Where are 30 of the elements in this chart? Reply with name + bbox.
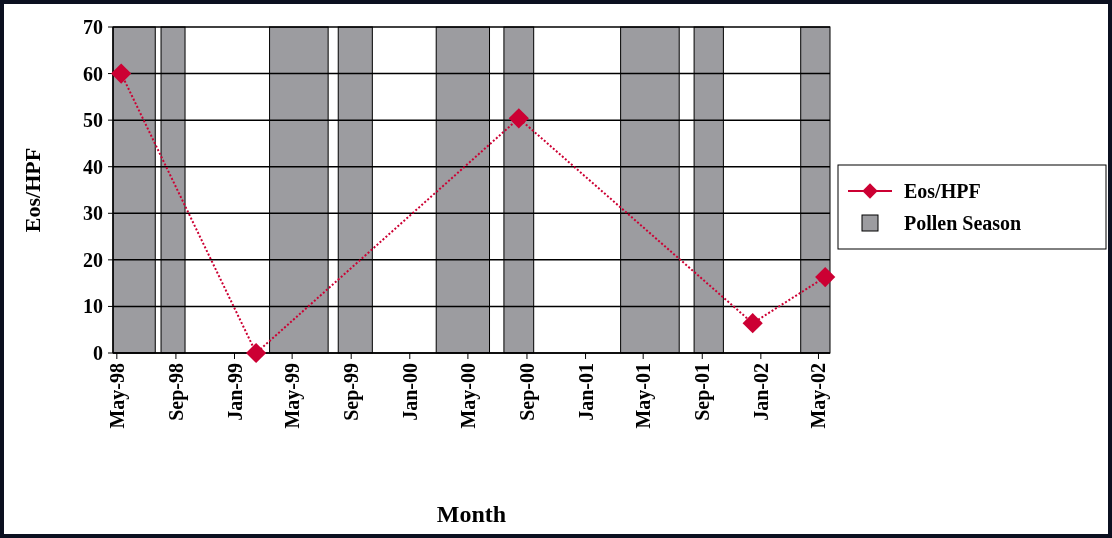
y-tick-label: 40 bbox=[83, 155, 103, 178]
x-tick-label: May-01 bbox=[632, 363, 656, 429]
x-tick-label: May-02 bbox=[807, 363, 831, 429]
x-tick-label: Sep-99 bbox=[340, 363, 364, 421]
y-tick-label: 30 bbox=[83, 202, 103, 225]
y-axis-title: Eos/HPF bbox=[20, 147, 45, 233]
x-tick-label: Sep-98 bbox=[164, 363, 188, 421]
x-tick-label: Jan-00 bbox=[398, 363, 421, 421]
y-tick-label: 70 bbox=[83, 16, 103, 38]
y-tick-label: 20 bbox=[83, 248, 103, 271]
x-tick-label: May-98 bbox=[105, 363, 129, 429]
x-tick-label: Jan-01 bbox=[574, 363, 597, 421]
point bbox=[742, 313, 763, 334]
point bbox=[508, 108, 529, 129]
x-tick-label: Jan-02 bbox=[749, 363, 772, 421]
legend-label: Eos/HPF bbox=[904, 180, 981, 202]
y-tick-label: 60 bbox=[83, 62, 103, 85]
point bbox=[815, 266, 836, 288]
y-tick-label: 0 bbox=[93, 342, 103, 364]
x-tick-label: May-00 bbox=[456, 363, 480, 429]
x-axis-title: Month bbox=[436, 501, 507, 527]
x-tick-label: Sep-01 bbox=[691, 363, 715, 421]
x-tick-label: Sep-00 bbox=[515, 363, 539, 421]
y-tick-label: 50 bbox=[83, 109, 103, 132]
band-label: Pollen Season bbox=[904, 212, 1022, 234]
x-tick-label: May-99 bbox=[281, 363, 305, 429]
y-tick-label: 10 bbox=[83, 295, 103, 318]
point bbox=[111, 63, 132, 84]
point bbox=[246, 342, 267, 364]
x-tick-label: Jan-99 bbox=[223, 363, 246, 421]
